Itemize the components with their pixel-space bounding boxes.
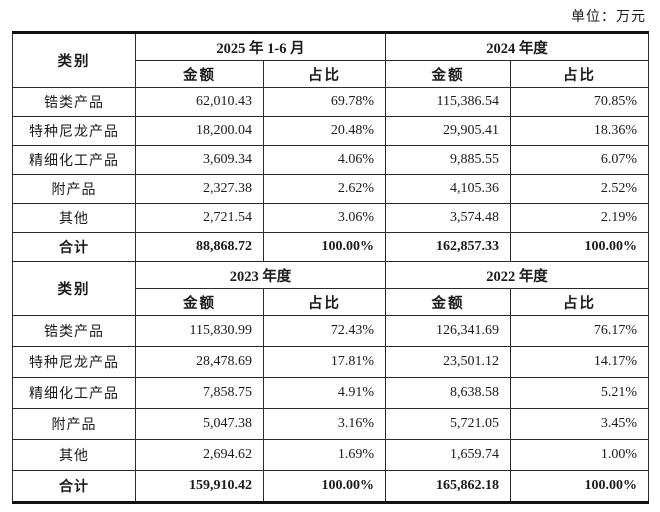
amount-cell: 126,341.69 bbox=[385, 315, 511, 347]
ratio-cell: 70.85% bbox=[510, 87, 649, 117]
table-row: 精细化工产品 3,609.34 4.06% 9,885.55 6.07% bbox=[12, 145, 649, 175]
amount-cell: 165,862.18 bbox=[385, 470, 511, 503]
table-2-body: 锆类产品 115,830.99 72.43% 126,341.69 76.17%… bbox=[12, 315, 649, 503]
category-cell: 精细化工产品 bbox=[12, 145, 136, 175]
table-2-header: 类别 2023 年度 2022 年度 金额 占比 金额 占比 bbox=[12, 261, 649, 316]
ratio-cell: 2.52% bbox=[510, 174, 649, 204]
ratio-cell: 100.00% bbox=[510, 470, 649, 503]
ratio-header: 占比 bbox=[510, 60, 649, 88]
amount-cell: 23,501.12 bbox=[385, 346, 511, 378]
period-header-row: 类别 2025 年 1-6 月 2024 年度 bbox=[12, 32, 649, 88]
table-row: 其他 2,721.54 3.06% 3,574.48 2.19% bbox=[12, 203, 649, 233]
amount-header: 金额 bbox=[385, 60, 511, 88]
category-cell: 锆类产品 bbox=[12, 315, 136, 347]
table-row: 锆类产品 115,830.99 72.43% 126,341.69 76.17% bbox=[12, 315, 649, 347]
category-cell: 特种尼龙产品 bbox=[12, 116, 136, 146]
amount-cell: 7,858.75 bbox=[135, 377, 264, 409]
revenue-breakdown-table: 类别 2025 年 1-6 月 2024 年度 金额 占比 金额 占比 锆类产品… bbox=[12, 31, 649, 504]
amount-cell: 115,386.54 bbox=[385, 87, 511, 117]
table-1-body: 锆类产品 62,010.43 69.78% 115,386.54 70.85% … bbox=[12, 87, 649, 262]
amount-cell: 2,327.38 bbox=[135, 174, 264, 204]
category-cell: 合计 bbox=[12, 232, 136, 262]
unit-label: 单位：万元 bbox=[571, 10, 646, 25]
amount-cell: 62,010.43 bbox=[135, 87, 264, 117]
period-header-row: 类别 2023 年度 2022 年度 bbox=[12, 261, 649, 316]
ratio-cell: 2.62% bbox=[263, 174, 386, 204]
total-row: 合计 88,868.72 100.00% 162,857.33 100.00% bbox=[12, 232, 649, 262]
ratio-cell: 3.06% bbox=[263, 203, 386, 233]
table-row: 其他 2,694.62 1.69% 1,659.74 1.00% bbox=[12, 439, 649, 471]
ratio-cell: 1.69% bbox=[263, 439, 386, 471]
table-row: 附产品 2,327.38 2.62% 4,105.36 2.52% bbox=[12, 174, 649, 204]
category-column-header: 类别 bbox=[12, 32, 136, 88]
amount-cell: 159,910.42 bbox=[135, 470, 264, 503]
amount-cell: 3,574.48 bbox=[385, 203, 511, 233]
amount-cell: 28,478.69 bbox=[135, 346, 264, 378]
ratio-cell: 5.21% bbox=[510, 377, 649, 409]
ratio-cell: 100.00% bbox=[263, 232, 386, 262]
ratio-cell: 3.16% bbox=[263, 408, 386, 440]
category-cell: 合计 bbox=[12, 470, 136, 503]
ratio-cell: 18.36% bbox=[510, 116, 649, 146]
category-cell: 特种尼龙产品 bbox=[12, 346, 136, 378]
amount-cell: 5,721.05 bbox=[385, 408, 511, 440]
category-cell: 其他 bbox=[12, 203, 136, 233]
amount-cell: 115,830.99 bbox=[135, 315, 264, 347]
ratio-header: 占比 bbox=[263, 288, 386, 316]
amount-cell: 8,638.58 bbox=[385, 377, 511, 409]
total-row: 合计 159,910.42 100.00% 165,862.18 100.00% bbox=[12, 470, 649, 503]
category-cell: 锆类产品 bbox=[12, 87, 136, 117]
period-header-2022: 2022 年度 bbox=[385, 261, 649, 289]
table-row: 附产品 5,047.38 3.16% 5,721.05 3.45% bbox=[12, 408, 649, 440]
ratio-cell: 4.91% bbox=[263, 377, 386, 409]
amount-cell: 88,868.72 bbox=[135, 232, 264, 262]
amount-cell: 3,609.34 bbox=[135, 145, 264, 175]
category-cell: 其他 bbox=[12, 439, 136, 471]
amount-cell: 1,659.74 bbox=[385, 439, 511, 471]
amount-cell: 2,721.54 bbox=[135, 203, 264, 233]
ratio-cell: 2.19% bbox=[510, 203, 649, 233]
ratio-cell: 6.07% bbox=[510, 145, 649, 175]
category-cell: 附产品 bbox=[12, 174, 136, 204]
amount-cell: 9,885.55 bbox=[385, 145, 511, 175]
ratio-cell: 20.48% bbox=[263, 116, 386, 146]
ratio-cell: 76.17% bbox=[510, 315, 649, 347]
amount-cell: 162,857.33 bbox=[385, 232, 511, 262]
ratio-header: 占比 bbox=[263, 60, 386, 88]
table-row: 精细化工产品 7,858.75 4.91% 8,638.58 5.21% bbox=[12, 377, 649, 409]
category-cell: 精细化工产品 bbox=[12, 377, 136, 409]
table-row: 锆类产品 62,010.43 69.78% 115,386.54 70.85% bbox=[12, 87, 649, 117]
category-cell: 附产品 bbox=[12, 408, 136, 440]
amount-cell: 5,047.38 bbox=[135, 408, 264, 440]
amount-cell: 18,200.04 bbox=[135, 116, 264, 146]
sub-header-row: 金额 占比 金额 占比 bbox=[13, 60, 649, 88]
amount-cell: 2,694.62 bbox=[135, 439, 264, 471]
period-header-2025: 2025 年 1-6 月 bbox=[135, 32, 386, 61]
amount-cell: 4,105.36 bbox=[385, 174, 511, 204]
ratio-cell: 69.78% bbox=[263, 87, 386, 117]
period-header-2024: 2024 年度 bbox=[385, 32, 649, 61]
ratio-cell: 14.17% bbox=[510, 346, 649, 378]
table-row: 特种尼龙产品 28,478.69 17.81% 23,501.12 14.17% bbox=[12, 346, 649, 378]
ratio-cell: 4.06% bbox=[263, 145, 386, 175]
sub-header-row: 金额 占比 金额 占比 bbox=[13, 288, 649, 316]
amount-cell: 29,905.41 bbox=[385, 116, 511, 146]
amount-header: 金额 bbox=[135, 288, 264, 316]
ratio-cell: 100.00% bbox=[263, 470, 386, 503]
ratio-cell: 17.81% bbox=[263, 346, 386, 378]
category-column-header: 类别 bbox=[12, 261, 136, 316]
ratio-cell: 72.43% bbox=[263, 315, 386, 347]
ratio-cell: 3.45% bbox=[510, 408, 649, 440]
ratio-cell: 1.00% bbox=[510, 439, 649, 471]
ratio-cell: 100.00% bbox=[510, 232, 649, 262]
table-1-header: 类别 2025 年 1-6 月 2024 年度 金额 占比 金额 占比 bbox=[12, 32, 649, 88]
amount-header: 金额 bbox=[385, 288, 511, 316]
table-row: 特种尼龙产品 18,200.04 20.48% 29,905.41 18.36% bbox=[12, 116, 649, 146]
amount-header: 金额 bbox=[135, 60, 264, 88]
ratio-header: 占比 bbox=[510, 288, 649, 316]
period-header-2023: 2023 年度 bbox=[135, 261, 386, 289]
